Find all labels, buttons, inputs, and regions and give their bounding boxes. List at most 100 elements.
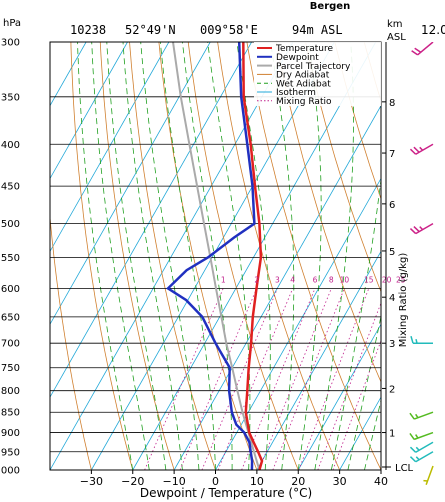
- wind-barb-flag: [414, 47, 422, 53]
- wind-barb-half-flag: [415, 339, 418, 344]
- wind-barb-half-flag: [415, 446, 420, 451]
- isotherm: [132, 42, 377, 470]
- temperature-tick-label: 40: [374, 475, 388, 488]
- isotherm: [50, 42, 128, 180]
- isotherm: [173, 104, 381, 470]
- legend-entry: Mixing Ratio: [276, 97, 332, 107]
- mixing-ratio-label: 4: [290, 275, 295, 284]
- mixing-ratio-label: 3: [275, 275, 280, 284]
- wind-barb-flag: [409, 433, 415, 440]
- wind-barb-flag: [409, 456, 417, 463]
- temperature-tick-label: −30: [80, 475, 103, 488]
- pressure-tick-label: 950: [1, 447, 20, 458]
- pressure-tick-label: 350: [1, 92, 20, 103]
- legend-entry: Dry Adiabat: [276, 71, 330, 81]
- mixing-ratio-line: [317, 302, 381, 470]
- pressure-tick-label: 900: [1, 428, 20, 439]
- wind-barb-staff: [415, 441, 434, 453]
- station-id: 10238: [70, 23, 106, 37]
- mixing-ratio-label: 25: [396, 275, 406, 284]
- dry-adiabat: [246, 42, 381, 470]
- wet-adiabat: [159, 42, 216, 470]
- pressure-tick-label: 650: [1, 312, 20, 323]
- dry-adiabat: [275, 42, 381, 383]
- mixing-ratio-label: 20: [382, 275, 392, 284]
- wind-barb-flag: [409, 227, 417, 235]
- height-tick-label: 6: [389, 200, 395, 211]
- wet-adiabat: [182, 42, 233, 470]
- temperature-tick-label: 0: [212, 475, 219, 488]
- wind-barb-staff: [417, 42, 434, 56]
- dry-adiabat: [421, 37, 445, 470]
- isotherm: [50, 42, 170, 253]
- dry-adiabat-lines: [50, 37, 445, 470]
- mixing-ratio-label: 1: [221, 275, 226, 284]
- wind-barb-half-flag: [419, 226, 424, 231]
- mixing-ratio-label: 6: [313, 275, 318, 284]
- x-axis-label: Dewpoint / Temperature (°C): [140, 486, 312, 500]
- lcl-label: LCL: [395, 463, 414, 474]
- dewpoint-line: [166, 42, 256, 470]
- wind-barb: [410, 335, 433, 344]
- wind-barbs: [409, 42, 434, 486]
- mixing-ratio-label: 10: [340, 275, 350, 284]
- station-lat: 52°49'N: [125, 23, 176, 37]
- wet-adiabat: [77, 42, 134, 470]
- isotherm: [215, 177, 381, 470]
- height-tick-label: 2: [389, 384, 395, 395]
- parcel-trajectory-line: [172, 42, 261, 470]
- wind-barb-half-flag: [415, 413, 419, 419]
- sounding-series: [166, 42, 264, 470]
- height-tick-label: 5: [389, 247, 395, 258]
- mixing-ratio-line: [179, 288, 258, 470]
- legend-entry: Temperature: [275, 44, 333, 54]
- station-lon: 009°58'E: [200, 23, 258, 37]
- wet-adiabat: [106, 42, 167, 470]
- wind-barb-flag: [409, 412, 415, 420]
- wind-barb-flag: [409, 446, 417, 453]
- isotherm: [256, 250, 381, 470]
- wind-barb-flag: [410, 335, 414, 344]
- pressure-tick-label: 800: [1, 386, 20, 397]
- wind-barb-half-flag: [415, 456, 420, 461]
- legend-entry: Isotherm: [276, 88, 316, 98]
- dry-adiabat: [334, 42, 381, 200]
- temperature-line: [242, 42, 264, 470]
- mixing-ratio-line: [332, 339, 381, 470]
- dry-adiabat: [70, 42, 134, 470]
- height-tick-label: 1: [389, 429, 395, 440]
- dry-adiabat: [158, 42, 258, 470]
- mixing-ratio-axis-label: Mixing Ratio (g/kg): [398, 253, 409, 348]
- wind-barb-flag: [413, 146, 420, 153]
- wind-barb-staff: [415, 222, 434, 235]
- isotherm: [297, 323, 381, 470]
- wet-adiabat: [140, 42, 200, 470]
- wind-barb-staff: [425, 465, 434, 486]
- pressure-tick-label: 450: [1, 182, 20, 193]
- height-ticks: 1 2 3 4 5 6 7 8 LCL: [382, 42, 414, 474]
- temperature-tick-label: 20: [291, 475, 305, 488]
- height-tick-label: 4: [389, 293, 395, 304]
- legend-entry: Dewpoint: [276, 53, 319, 63]
- legend-box: [254, 42, 381, 106]
- site-name: Bergen: [310, 1, 350, 12]
- height-tick-label: 8: [389, 98, 395, 109]
- pressure-axis-label: hPa: [3, 18, 21, 29]
- header-right-value: 12.0: [421, 23, 445, 37]
- pressure-tick-labels: 300 350 400 450 500 550 600 650 700 750 800 850 900 9…: [0, 38, 20, 477]
- wind-barb-flag: [409, 148, 417, 155]
- isotherm: [422, 42, 445, 470]
- wind-barb: [409, 222, 434, 235]
- isotherm: [91, 42, 335, 470]
- wind-barb: [409, 143, 434, 155]
- temperature-tick-label: 30: [333, 475, 347, 488]
- wind-barb-staff: [415, 143, 434, 155]
- wind-barb: [409, 451, 434, 463]
- dry-adiabat: [129, 42, 216, 470]
- mixing-ratio-label: 15: [364, 275, 374, 284]
- wet-adiabat: [364, 398, 381, 470]
- pressure-tick-label: 1000: [0, 466, 20, 477]
- wind-barb: [409, 441, 434, 453]
- mixing-ratio-labels: 1 2 3 4 6 8 10 15 20 25: [221, 275, 406, 284]
- temperature-tick-labels: −30 −20 −10 0 10 20 30 40: [80, 470, 388, 488]
